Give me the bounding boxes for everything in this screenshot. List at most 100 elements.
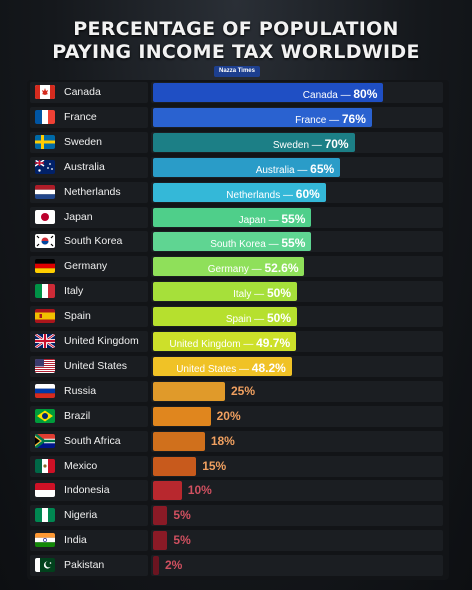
data-label-value: 18% (210, 433, 235, 448)
data-label-value: 48.2% (251, 360, 286, 375)
bar-sweden (153, 132, 355, 152)
category-label: United Kingdom (64, 335, 139, 347)
data-label-value: 5% (173, 533, 191, 548)
bar-india (153, 531, 168, 551)
japan-flag-icon (35, 209, 55, 224)
category-label: Sweden (64, 135, 102, 148)
data-label-country: United Kingdom (169, 339, 241, 350)
bar-pakistan (153, 556, 159, 576)
bar-indonesia (153, 481, 182, 501)
mexico-flag-icon (35, 458, 55, 473)
row-label-cell (30, 455, 148, 477)
data-label-country: Italy (233, 289, 252, 301)
bar-nigeria (153, 506, 168, 526)
bar-south-korea (153, 232, 312, 252)
data-label-value: 76% (341, 111, 366, 126)
bar-row-south-africa: South Africa 18% (27, 429, 449, 454)
bar-france (153, 107, 372, 127)
row-label-cell (30, 156, 148, 178)
data-label-value: 25% (231, 383, 256, 398)
category-label: Russia (64, 384, 97, 397)
france-flag-icon (35, 109, 55, 124)
data-label-value: 10% (187, 483, 212, 498)
chart-panel: Canada Canada — 80% France France — 76% Swed… (27, 80, 449, 580)
category-label: Canada (64, 86, 101, 98)
bar-row-india: India 5% (27, 528, 449, 553)
germany-flag-icon (35, 259, 55, 274)
bar-spain (153, 307, 297, 327)
bar-row-france: France France — 76% (27, 105, 449, 130)
spain-flag-icon (35, 309, 55, 324)
data-label-value: 50% (266, 286, 291, 301)
data-label-country: Germany (207, 264, 249, 276)
row-track (151, 430, 443, 452)
data-label-value: 55% (281, 236, 306, 251)
bar-row-mexico: Mexico 15% (27, 454, 449, 479)
data-label-value: 70% (324, 136, 349, 151)
bar-row-nigeria: Nigeria 5% (27, 503, 449, 528)
data-label: United Kingdom — 49.7% (169, 336, 291, 350)
row-label-cell (30, 181, 148, 203)
data-label-value: 20% (216, 408, 241, 423)
bar-south-africa (153, 431, 205, 451)
brazil-flag-icon (35, 408, 55, 423)
bar-row-pakistan: Pakistan 2% (27, 553, 449, 578)
bar-row-spain: Spain Spain — 50% (27, 304, 449, 329)
sweden-flag-icon (35, 134, 55, 149)
bar-italy (153, 282, 297, 302)
row-track (151, 505, 443, 527)
uk-flag-icon (35, 334, 55, 348)
row-track (151, 530, 443, 552)
data-label: Germany — 52.6% (207, 261, 299, 276)
data-label-country: South Korea (210, 239, 266, 251)
canada-flag-icon (35, 85, 55, 99)
chart-title-line2: PAYING INCOME TAX WORLDWIDE (52, 41, 420, 63)
bar-united-states (153, 356, 292, 376)
source-badge: Nazza Times (214, 66, 260, 77)
row-label-cell (30, 82, 148, 103)
data-label-value: 55% (281, 211, 306, 226)
category-label: Italy (64, 285, 84, 298)
bar-row-germany: Germany Germany — 52.6% (27, 254, 449, 279)
row-label-cell (30, 480, 148, 502)
row-label-cell (30, 331, 148, 352)
category-label: Indonesia (64, 484, 110, 497)
bar-russia (153, 381, 225, 401)
data-label-value: 65% (310, 161, 335, 176)
bar-united-kingdom (153, 332, 297, 351)
bar-row-japan: Japan Japan — 55% (27, 205, 449, 230)
data-label: South Korea — 55% (210, 236, 306, 251)
row-label-cell (30, 530, 148, 552)
row-label-cell (30, 256, 148, 278)
category-label: India (64, 534, 87, 547)
data-label: Italy — 50% (233, 286, 291, 301)
row-label-cell (30, 405, 148, 427)
row-label-cell (30, 306, 148, 328)
data-label-country: Sweden (272, 139, 310, 151)
russia-flag-icon (35, 383, 55, 398)
south-korea-flag-icon (35, 234, 55, 249)
data-label: France — 76% (295, 111, 366, 126)
data-label-country: Canada (302, 90, 338, 101)
data-label-value: 60% (295, 186, 320, 201)
pakistan-flag-icon (35, 558, 55, 573)
bar-mexico (153, 456, 197, 476)
italy-flag-icon (35, 284, 55, 299)
bar-canada (153, 83, 384, 102)
row-label-cell (30, 206, 148, 228)
row-track (151, 405, 443, 427)
bar-australia (153, 157, 341, 177)
category-label: Pakistan (64, 559, 105, 572)
data-label: Spain — 50% (225, 311, 291, 326)
row-track (151, 455, 443, 477)
row-label-cell (30, 505, 148, 527)
data-label-country: Japan (238, 214, 266, 226)
row-label-cell (30, 231, 148, 253)
category-label: Australia (64, 160, 105, 173)
row-track (151, 480, 443, 502)
row-label-cell (30, 555, 148, 577)
category-label: South Korea (64, 235, 123, 248)
data-label-country: Australia (255, 164, 295, 176)
category-label: Brazil (64, 409, 91, 422)
data-label-country: Netherlands (226, 189, 281, 201)
